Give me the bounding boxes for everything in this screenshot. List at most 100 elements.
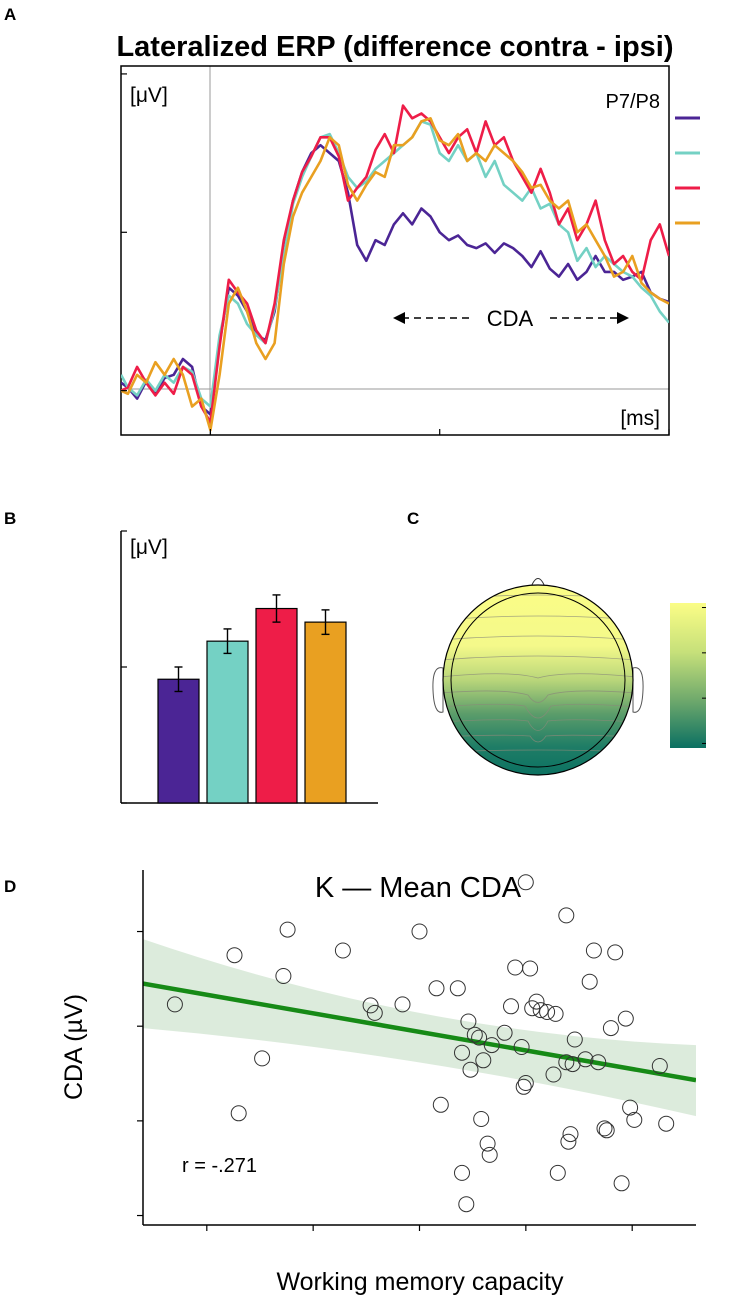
scatter-point	[562, 1126, 579, 1143]
panel-c: C	[407, 509, 706, 776]
regression-line	[143, 981, 696, 1083]
scatter-point	[454, 1044, 470, 1061]
series-line-5	[121, 117, 669, 432]
cda-annotation: CDA	[393, 306, 629, 331]
scatter-point	[466, 1026, 483, 1043]
chart-a-xlabel: [ms]	[620, 407, 660, 430]
scatter-point	[226, 947, 243, 964]
electrode-rim	[450, 592, 626, 768]
panel-label-c: C	[407, 509, 419, 528]
scatter-point	[475, 1052, 492, 1069]
scatter-point	[517, 874, 534, 891]
panel-label-d: D	[4, 877, 16, 896]
series-line-4	[121, 104, 669, 424]
scatter-point	[522, 960, 539, 977]
left-ear-shape	[432, 667, 444, 713]
scatter-point	[515, 1078, 532, 1095]
scatter-point	[254, 1050, 271, 1067]
scatter-point	[230, 1105, 247, 1122]
chart-d-correlation: r = -.271	[182, 1155, 257, 1177]
scatter-point	[658, 1115, 675, 1132]
panel-a: A Lateralized ERP (difference contra - i…	[4, 5, 700, 436]
chart-d-ylabel: CDA (µV)	[60, 994, 88, 1100]
scatter-point	[607, 944, 624, 961]
cda-arrowhead-left	[393, 312, 405, 324]
scatter-point	[428, 980, 445, 997]
chart-d-xlabel: Working memory capacity	[276, 1268, 564, 1296]
panel-label-a: A	[4, 5, 16, 24]
head-outline	[442, 584, 634, 776]
scatter-point	[547, 1005, 564, 1022]
chart-a-ticks	[121, 73, 670, 435]
scatter-point	[577, 1051, 594, 1068]
scatter-point	[449, 980, 466, 997]
scatter-point	[558, 907, 575, 924]
scatter-point	[613, 1175, 630, 1192]
right-ear-shape	[632, 667, 644, 713]
chart-a-channel: P7/P8	[606, 91, 660, 113]
scatter-point	[651, 1058, 668, 1074]
scatter-point	[602, 1020, 619, 1037]
scatter-point	[560, 1133, 577, 1150]
scatter-point	[539, 1004, 556, 1020]
scatter-point	[598, 1122, 615, 1139]
chart-b-ylabel: [μV]	[130, 536, 168, 559]
colorbar	[670, 603, 706, 748]
panel-b: B [μV]	[4, 509, 378, 804]
chart-b-bars	[157, 594, 347, 804]
scatter-point	[503, 998, 519, 1015]
scatter-point	[366, 1004, 383, 1021]
scatter-point	[166, 996, 183, 1013]
chart-d-regression	[143, 939, 696, 1117]
scatter-point	[334, 942, 351, 959]
scatter-point	[483, 1037, 500, 1054]
scatter-point	[585, 942, 602, 959]
series-line-3	[121, 120, 669, 408]
scatter-point	[528, 993, 545, 1010]
bar-4	[255, 607, 298, 804]
scatter-point	[590, 1054, 607, 1071]
scatter-point	[479, 1135, 496, 1152]
confidence-band	[143, 939, 696, 1117]
scatter-point	[517, 1075, 534, 1091]
scatter-point	[545, 1066, 562, 1083]
chart-d-title: K — Mean CDA	[315, 872, 522, 904]
scatter-point	[432, 1096, 449, 1113]
chart-a-ylabel: [μV]	[130, 84, 168, 107]
scatter-point	[617, 1010, 634, 1027]
scatter-point	[622, 1099, 639, 1116]
scatter-point	[362, 997, 379, 1014]
scatter-point	[458, 1196, 475, 1213]
chart-a-frame	[120, 65, 670, 436]
bar-5	[304, 621, 347, 804]
panel-d: D K — Mean CDA r = -.271 Working memory …	[4, 870, 696, 1296]
scatter-point	[532, 1002, 549, 1019]
scatter-point	[581, 973, 598, 990]
chart-a-series	[121, 104, 669, 432]
scatter-point	[566, 1031, 583, 1048]
scatter-point	[279, 921, 296, 938]
bar-2	[157, 678, 200, 804]
panel-label-b: B	[4, 509, 16, 528]
cda-arrowhead-right	[617, 312, 629, 324]
chart-a-title: Lateralized ERP (difference contra - ips…	[116, 31, 673, 63]
scatter-point	[454, 1164, 470, 1181]
chart-b-ticks	[121, 530, 127, 804]
cda-label: CDA	[487, 306, 534, 331]
chart-d-ticks	[137, 930, 633, 1231]
scatter-point	[460, 1013, 477, 1030]
chart-d-points	[166, 874, 675, 1213]
scatter-point	[471, 1029, 488, 1046]
scatter-point	[549, 1164, 566, 1181]
scatter-point	[473, 1111, 490, 1127]
chart-a-legend	[675, 116, 700, 225]
scatter-point	[507, 959, 524, 976]
scatter-point	[411, 923, 428, 940]
scatter-point	[394, 996, 411, 1013]
scalp-map	[443, 585, 633, 775]
scatter-point	[558, 1054, 575, 1071]
bar-3	[206, 640, 249, 804]
scatter-point	[462, 1061, 479, 1078]
scatter-point	[481, 1146, 498, 1163]
